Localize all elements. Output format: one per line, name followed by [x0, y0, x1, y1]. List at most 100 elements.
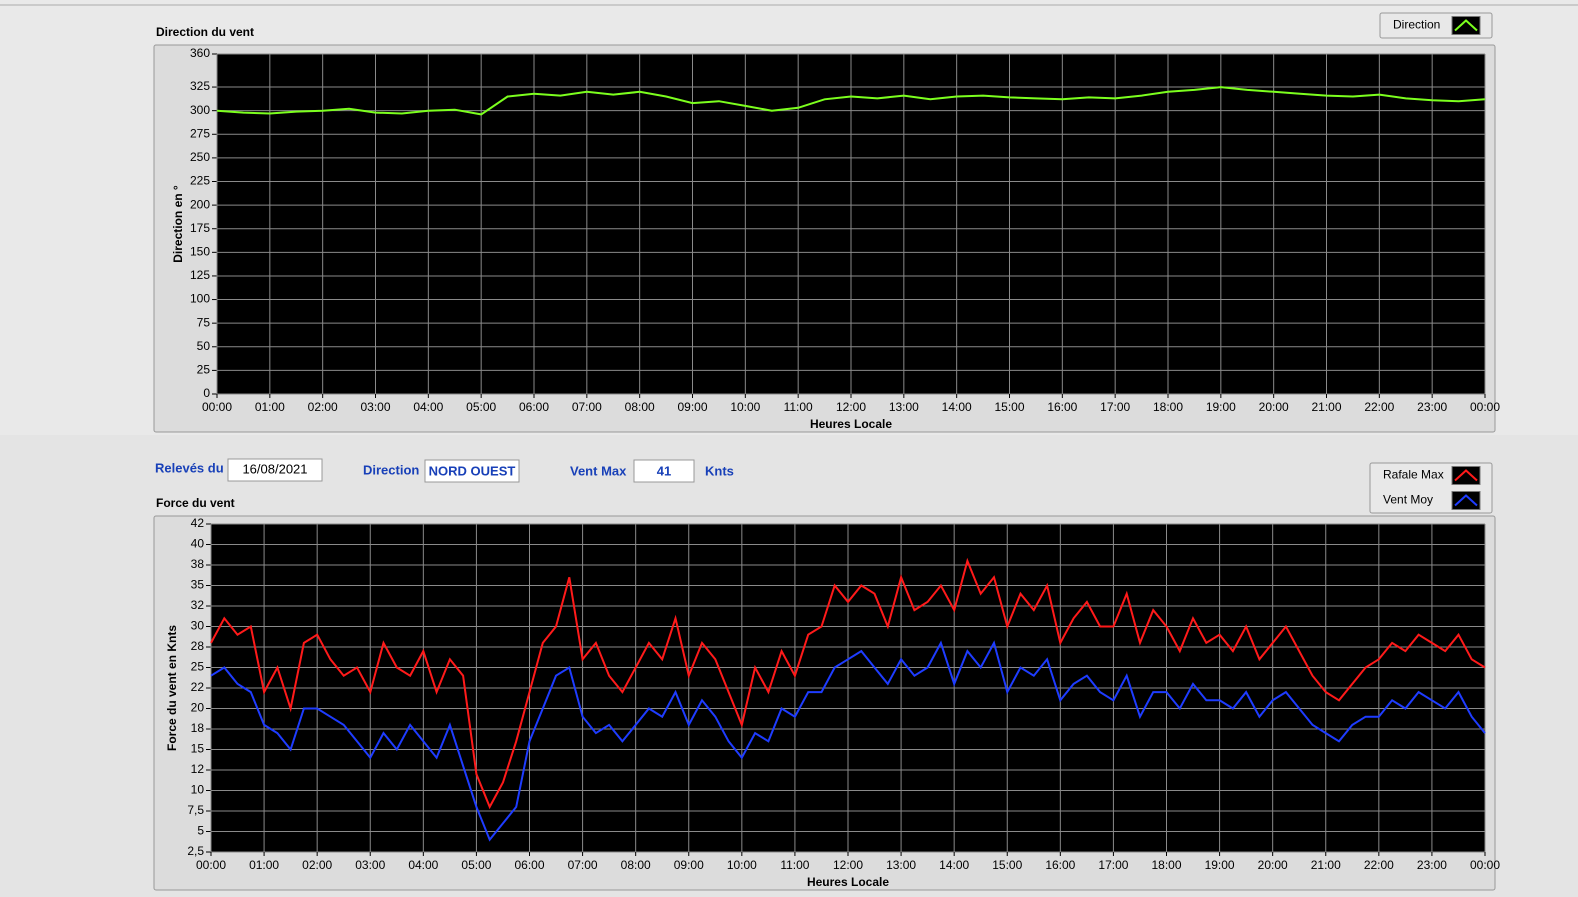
- y-tick-label: 12: [191, 762, 205, 776]
- x-tick-label: 00:00: [1470, 858, 1500, 872]
- x-tick-label: 16:00: [1045, 858, 1075, 872]
- y-tick-label: 75: [197, 315, 211, 329]
- y-tick-label: 38: [191, 557, 205, 571]
- chart-title: Force du vent: [156, 496, 235, 510]
- x-axis-label: Heures Locale: [810, 417, 892, 431]
- x-tick-label: 14:00: [942, 400, 972, 414]
- x-tick-label: 00:00: [196, 858, 226, 872]
- x-tick-label: 20:00: [1258, 858, 1288, 872]
- x-tick-label: 08:00: [625, 400, 655, 414]
- x-tick-label: 05:00: [461, 858, 491, 872]
- date-box: [227, 458, 323, 482]
- x-tick-label: 12:00: [836, 400, 866, 414]
- y-tick-label: 360: [190, 46, 210, 60]
- y-tick-label: 20: [191, 701, 205, 715]
- y-tick-label: 32: [191, 598, 205, 612]
- legend-label: Rafale Max: [1383, 468, 1444, 482]
- x-tick-label: 22:00: [1364, 858, 1394, 872]
- x-tick-label: 03:00: [355, 858, 385, 872]
- y-tick-label: 10: [191, 783, 205, 797]
- y-tick-label: 0: [203, 386, 210, 400]
- legend-swatch: [1451, 491, 1481, 510]
- series-line: [216, 86, 1486, 116]
- x-tick-label: 01:00: [255, 400, 285, 414]
- legend-label: Vent Moy: [1383, 493, 1433, 507]
- x-tick-label: 04:00: [408, 858, 438, 872]
- x-tick-label: 07:00: [572, 400, 602, 414]
- x-tick-label: 12:00: [833, 858, 863, 872]
- legend-line: [1454, 469, 1478, 482]
- x-tick-label: 06:00: [519, 400, 549, 414]
- x-tick-label: 13:00: [889, 400, 919, 414]
- x-tick-label: 23:00: [1417, 858, 1447, 872]
- x-tick-label: 18:00: [1151, 858, 1181, 872]
- x-tick-label: 17:00: [1100, 400, 1130, 414]
- direction-value: NORD OUEST: [429, 463, 516, 478]
- y-tick-label: 150: [190, 245, 210, 259]
- x-tick-label: 18:00: [1153, 400, 1183, 414]
- x-axis-label: Heures Locale: [807, 875, 889, 889]
- x-tick-label: 06:00: [514, 858, 544, 872]
- x-tick-label: 07:00: [568, 858, 598, 872]
- x-tick-label: 05:00: [466, 400, 496, 414]
- legend-line: [1454, 19, 1478, 32]
- x-tick-label: 11:00: [780, 858, 809, 872]
- y-tick-label: 18: [191, 721, 205, 735]
- x-tick-label: 21:00: [1311, 400, 1341, 414]
- y-tick-label: 225: [190, 174, 210, 188]
- y-axis-label: Direction en °: [171, 185, 185, 263]
- x-tick-label: 19:00: [1206, 400, 1236, 414]
- y-tick-label: 50: [197, 339, 211, 353]
- direction-label: Direction: [363, 462, 419, 477]
- y-tick-label: 100: [190, 292, 210, 306]
- chart-title: Direction du vent: [156, 25, 254, 39]
- x-tick-label: 13:00: [886, 858, 916, 872]
- x-tick-label: 09:00: [677, 400, 707, 414]
- x-tick-label: 22:00: [1364, 400, 1394, 414]
- x-tick-label: 17:00: [1098, 858, 1128, 872]
- x-tick-label: 10:00: [730, 400, 760, 414]
- y-tick-label: 325: [190, 79, 210, 93]
- direction-box: [424, 459, 520, 483]
- x-tick-label: 00:00: [1470, 400, 1500, 414]
- x-tick-label: 20:00: [1259, 400, 1289, 414]
- x-tick-label: 21:00: [1311, 858, 1341, 872]
- y-tick-label: 275: [190, 126, 210, 140]
- y-tick-label: 250: [190, 150, 210, 164]
- y-axis-label: Force du vent en Knts: [165, 625, 179, 751]
- x-tick-label: 02:00: [308, 400, 338, 414]
- legend-label: Direction: [1393, 18, 1440, 32]
- x-tick-label: 10:00: [727, 858, 757, 872]
- y-tick-label: 125: [190, 268, 210, 282]
- x-tick-label: 23:00: [1417, 400, 1447, 414]
- y-tick-label: 25: [197, 363, 211, 377]
- x-tick-label: 01:00: [249, 858, 279, 872]
- y-tick-label: 30: [191, 619, 205, 633]
- y-tick-label: 22: [191, 680, 205, 694]
- y-tick-label: 2,5: [187, 844, 204, 858]
- y-tick-label: 5: [197, 824, 204, 838]
- y-tick-label: 7,5: [187, 803, 204, 817]
- y-tick-label: 200: [190, 197, 210, 211]
- y-tick-label: 42: [191, 516, 205, 530]
- date-value: 16/08/2021: [242, 461, 307, 476]
- vmax-value: 41: [657, 463, 671, 478]
- unit-label: Knts: [705, 463, 734, 478]
- x-tick-label: 03:00: [360, 400, 390, 414]
- y-tick-label: 35: [191, 578, 205, 592]
- x-tick-label: 16:00: [1047, 400, 1077, 414]
- vmax-box: [633, 459, 695, 483]
- y-tick-label: 175: [190, 221, 210, 235]
- series-line: [210, 557, 1486, 810]
- legend-swatch: [1451, 16, 1481, 35]
- x-tick-label: 09:00: [674, 858, 704, 872]
- y-tick-label: 15: [191, 742, 205, 756]
- x-tick-label: 02:00: [302, 858, 332, 872]
- date-label: Relevés du: [155, 460, 224, 475]
- legend-swatch: [1451, 466, 1481, 485]
- vmax-label: Vent Max: [570, 463, 627, 478]
- x-tick-label: 19:00: [1205, 858, 1235, 872]
- y-tick-label: 40: [191, 537, 205, 551]
